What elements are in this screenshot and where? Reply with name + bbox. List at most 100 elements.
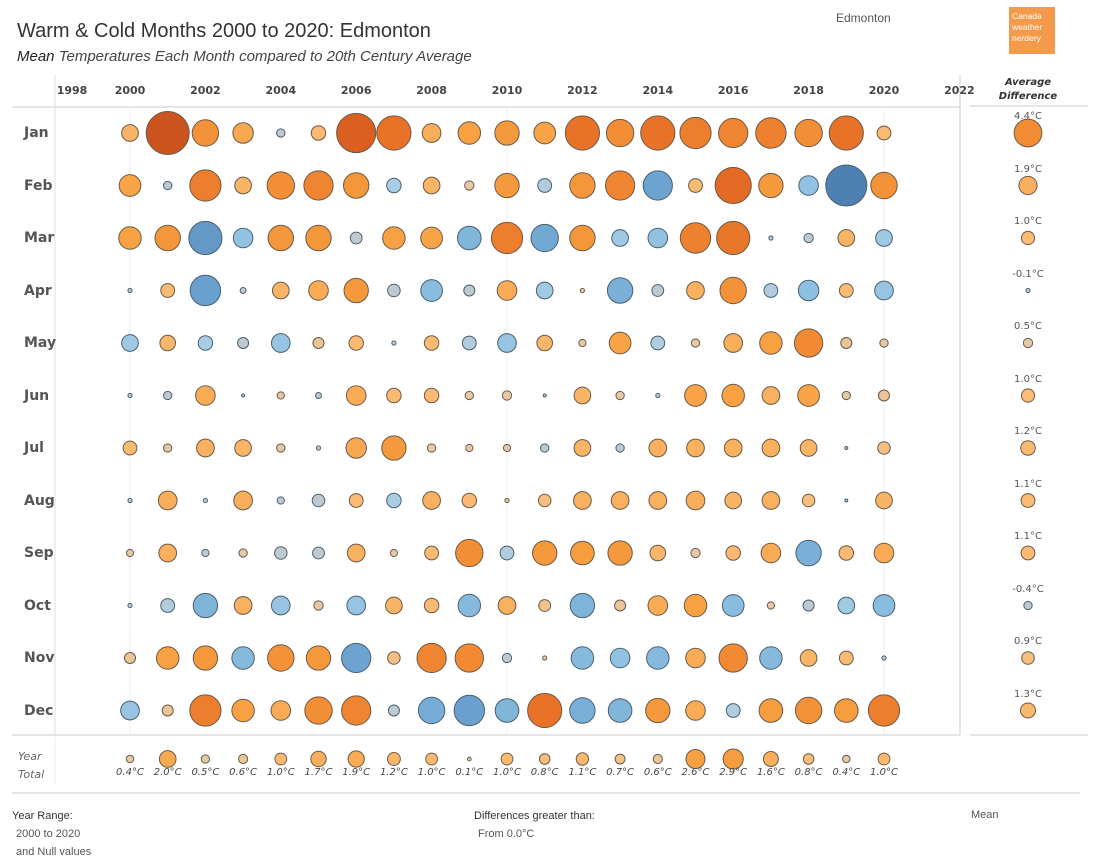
bubble-sep-2006[interactable] xyxy=(346,543,366,563)
bubble-jan-2003[interactable] xyxy=(232,122,254,144)
bubble-jan-2000[interactable] xyxy=(121,124,139,142)
year-total-bubble-2002[interactable] xyxy=(200,754,211,764)
avg-difference-bubble[interactable] xyxy=(1020,388,1036,403)
bubble-feb-2001[interactable] xyxy=(163,180,173,191)
bubble-oct-2015[interactable] xyxy=(683,593,708,618)
bubble-jun-2005[interactable] xyxy=(315,392,322,399)
bubble-nov-2010[interactable] xyxy=(501,652,513,664)
bubble-aug-2016[interactable] xyxy=(724,491,743,510)
bubble-mar-2000[interactable] xyxy=(118,226,142,250)
bubble-mar-2006[interactable] xyxy=(349,231,363,245)
bubble-apr-2017[interactable] xyxy=(763,283,779,298)
bubble-feb-2008[interactable] xyxy=(422,176,441,195)
bubble-sep-2007[interactable] xyxy=(389,548,399,558)
bubble-nov-2006[interactable] xyxy=(341,642,372,674)
bubble-may-2005[interactable] xyxy=(312,336,325,350)
bubble-jun-2020[interactable] xyxy=(877,389,891,402)
bubble-oct-2014[interactable] xyxy=(647,595,669,616)
bubble-sep-2017[interactable] xyxy=(760,542,782,564)
bubble-aug-2007[interactable] xyxy=(386,492,402,509)
bubble-may-2011[interactable] xyxy=(536,334,554,352)
bubble-jun-2019[interactable] xyxy=(841,390,851,401)
bubble-apr-2015[interactable] xyxy=(686,281,705,300)
bubble-mar-2011[interactable] xyxy=(530,223,559,253)
bubble-jan-2008[interactable] xyxy=(421,123,442,143)
bubble-aug-2004[interactable] xyxy=(276,496,285,505)
bubble-aug-2019[interactable] xyxy=(844,498,849,503)
avg-difference-bubble[interactable] xyxy=(1018,175,1038,196)
bubble-dec-2006[interactable] xyxy=(341,695,372,726)
year-total-bubble-2012[interactable] xyxy=(575,752,590,766)
bubble-jul-2006[interactable] xyxy=(345,437,367,459)
bubble-may-2001[interactable] xyxy=(159,334,177,352)
year-total-bubble-2009[interactable] xyxy=(466,756,472,762)
bubble-aug-2011[interactable] xyxy=(537,493,552,508)
bubble-may-2003[interactable] xyxy=(237,336,250,350)
bubble-may-2008[interactable] xyxy=(423,335,440,351)
year-total-bubble-2018[interactable] xyxy=(802,753,815,765)
city-selector[interactable]: Edmonton xyxy=(836,11,891,25)
bubble-aug-2003[interactable] xyxy=(233,490,253,511)
bubble-mar-2001[interactable] xyxy=(154,224,181,252)
bubble-jul-2000[interactable] xyxy=(122,440,138,456)
bubble-dec-2002[interactable] xyxy=(189,694,222,727)
bubble-nov-2020[interactable] xyxy=(881,655,887,661)
bubble-jun-2013[interactable] xyxy=(615,390,625,401)
bubble-jun-2004[interactable] xyxy=(276,391,285,400)
bubble-may-2014[interactable] xyxy=(650,335,666,351)
bubble-mar-2012[interactable] xyxy=(569,224,596,252)
bubble-dec-2007[interactable] xyxy=(387,704,400,717)
bubble-jul-2003[interactable] xyxy=(234,439,252,457)
bubble-jul-2009[interactable] xyxy=(465,443,474,453)
bubble-feb-2013[interactable] xyxy=(604,170,636,201)
bubble-dec-2018[interactable] xyxy=(794,696,823,725)
bubble-sep-2018[interactable] xyxy=(795,539,822,567)
bubble-jan-2020[interactable] xyxy=(876,125,892,141)
bubble-apr-2013[interactable] xyxy=(606,277,634,304)
bubble-aug-2015[interactable] xyxy=(685,490,706,511)
bubble-sep-2009[interactable] xyxy=(455,538,484,568)
bubble-apr-2000[interactable] xyxy=(127,287,133,294)
bubble-nov-2019[interactable] xyxy=(838,650,854,666)
bubble-jun-2016[interactable] xyxy=(721,383,745,408)
bubble-nov-2015[interactable] xyxy=(685,647,706,669)
bubble-feb-2006[interactable] xyxy=(343,172,370,199)
avg-difference-bubble[interactable] xyxy=(1020,230,1036,246)
bubble-oct-2018[interactable] xyxy=(802,599,815,612)
bubble-oct-2019[interactable] xyxy=(837,596,856,615)
avg-difference-bubble[interactable] xyxy=(1025,287,1031,294)
bubble-dec-2000[interactable] xyxy=(120,700,140,721)
bubble-jun-2018[interactable] xyxy=(797,384,820,407)
bubble-dec-2014[interactable] xyxy=(645,697,671,724)
bubble-oct-2001[interactable] xyxy=(160,598,176,613)
bubble-aug-2012[interactable] xyxy=(573,491,592,510)
bubble-jan-2009[interactable] xyxy=(457,121,482,145)
bubble-dec-2008[interactable] xyxy=(417,696,446,725)
bubble-mar-2003[interactable] xyxy=(232,227,254,249)
bubble-oct-2013[interactable] xyxy=(614,599,627,612)
bubble-feb-2020[interactable] xyxy=(870,171,898,200)
bubble-sep-2005[interactable] xyxy=(312,546,325,560)
avg-difference-bubble[interactable] xyxy=(1023,600,1033,611)
logo[interactable]: Canada weather nerdery xyxy=(1009,7,1055,54)
bubble-apr-2014[interactable] xyxy=(651,284,665,297)
bubble-sep-2020[interactable] xyxy=(873,542,895,564)
bubble-jan-2014[interactable] xyxy=(640,115,676,151)
bubble-may-2004[interactable] xyxy=(270,333,291,353)
bubble-may-2002[interactable] xyxy=(197,335,214,351)
bubble-may-2015[interactable] xyxy=(690,338,701,348)
year-total-bubble-2005[interactable] xyxy=(310,750,327,768)
bubble-may-2006[interactable] xyxy=(348,335,364,351)
bubble-dec-2019[interactable] xyxy=(833,698,859,723)
bubble-feb-2003[interactable] xyxy=(234,176,252,195)
bubble-nov-2000[interactable] xyxy=(123,651,137,665)
bubble-nov-2008[interactable] xyxy=(416,642,447,674)
bubble-sep-2002[interactable] xyxy=(201,548,210,558)
bubble-nov-2017[interactable] xyxy=(759,646,783,670)
bubble-jan-2001[interactable] xyxy=(145,111,190,155)
bubble-nov-2004[interactable] xyxy=(267,644,295,672)
bubble-jul-2007[interactable] xyxy=(381,435,407,461)
bubble-apr-2012[interactable] xyxy=(579,287,585,294)
year-total-bubble-2006[interactable] xyxy=(347,750,365,768)
bubble-oct-2000[interactable] xyxy=(127,602,133,609)
